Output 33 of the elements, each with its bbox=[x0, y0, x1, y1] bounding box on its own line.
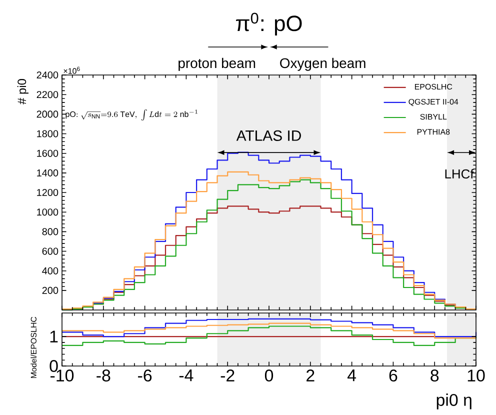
annotation: $\mathrm{pO}{:}\ \sqrt{s_{\mathrm{NN}}}{=}9.6\ \mathrm{TeV},\ \int L\mathrm{d}t = 2\ \mathrm{nb}^{-1}$ bbox=[66, 109, 198, 120]
x-tick-label: -2 bbox=[220, 370, 234, 382]
band-label: ATLAS ID bbox=[236, 130, 301, 141]
x-tick-label: -8 bbox=[96, 370, 110, 382]
y-tick-label: 2000 bbox=[36, 110, 58, 118]
y-tick-label: 2400 bbox=[36, 71, 58, 79]
y-tick-label: 1400 bbox=[37, 169, 58, 176]
x-tick-label: 8 bbox=[430, 370, 439, 382]
y-tick-label: 1 bbox=[50, 330, 58, 342]
y-tick-label: 0 bbox=[50, 360, 58, 372]
y-tick-label: 1800 bbox=[37, 130, 58, 138]
x-tick-label: -4 bbox=[179, 370, 194, 382]
x-axis-title: pi0 η bbox=[436, 394, 472, 410]
band-label: LHCf bbox=[445, 169, 474, 179]
y-tick-label: 200 bbox=[42, 286, 58, 294]
x-tick-label: -6 bbox=[138, 370, 152, 382]
y-tick-label: 600 bbox=[42, 248, 58, 255]
y-tick-label: 400 bbox=[42, 267, 58, 274]
y-tick-label: 1200 bbox=[37, 188, 58, 196]
y-tick-label: 1000 bbox=[37, 208, 58, 216]
y-tick-label: 2200 bbox=[36, 91, 58, 98]
x-tick-label: -10 bbox=[50, 370, 74, 382]
chart-title: π$^{0}$: pO bbox=[236, 12, 302, 36]
y-axis-title: # pi0 bbox=[17, 79, 28, 104]
x-tick-label: 4 bbox=[347, 370, 356, 382]
x-tick-label: 2 bbox=[306, 370, 314, 382]
x-tick-label: 10 bbox=[468, 370, 485, 382]
x-tick-label: 6 bbox=[389, 370, 398, 382]
y-tick-label: 1600 bbox=[37, 150, 58, 157]
x-tick-label: 0 bbox=[264, 370, 274, 382]
y-tick-label: 800 bbox=[42, 228, 58, 236]
text: Oxygen beam bbox=[280, 58, 366, 71]
text: proton beam bbox=[178, 58, 256, 71]
